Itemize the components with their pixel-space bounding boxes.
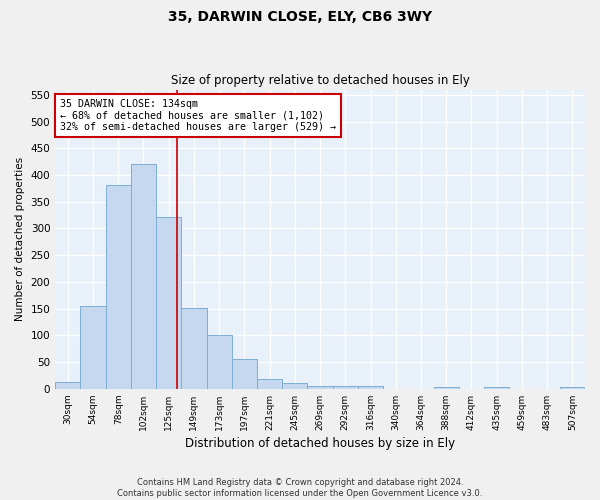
Bar <box>106 184 131 389</box>
Bar <box>358 386 383 389</box>
Bar <box>434 386 459 389</box>
Y-axis label: Number of detached properties: Number of detached properties <box>15 157 25 322</box>
Bar <box>282 384 307 389</box>
Bar <box>156 216 181 389</box>
Text: 35, DARWIN CLOSE, ELY, CB6 3WY: 35, DARWIN CLOSE, ELY, CB6 3WY <box>168 10 432 24</box>
Bar <box>232 360 257 389</box>
Bar <box>332 386 358 389</box>
Title: Size of property relative to detached houses in Ely: Size of property relative to detached ho… <box>170 74 470 87</box>
Bar <box>181 308 206 389</box>
Bar <box>80 306 106 389</box>
Bar <box>484 386 509 389</box>
Bar <box>307 386 332 389</box>
Bar <box>206 336 232 389</box>
X-axis label: Distribution of detached houses by size in Ely: Distribution of detached houses by size … <box>185 437 455 450</box>
Text: Contains HM Land Registry data © Crown copyright and database right 2024.
Contai: Contains HM Land Registry data © Crown c… <box>118 478 482 498</box>
Bar <box>55 382 80 389</box>
Bar <box>131 164 156 389</box>
Bar <box>257 379 282 389</box>
Text: 35 DARWIN CLOSE: 134sqm
← 68% of detached houses are smaller (1,102)
32% of semi: 35 DARWIN CLOSE: 134sqm ← 68% of detache… <box>61 98 337 132</box>
Bar <box>560 386 585 389</box>
